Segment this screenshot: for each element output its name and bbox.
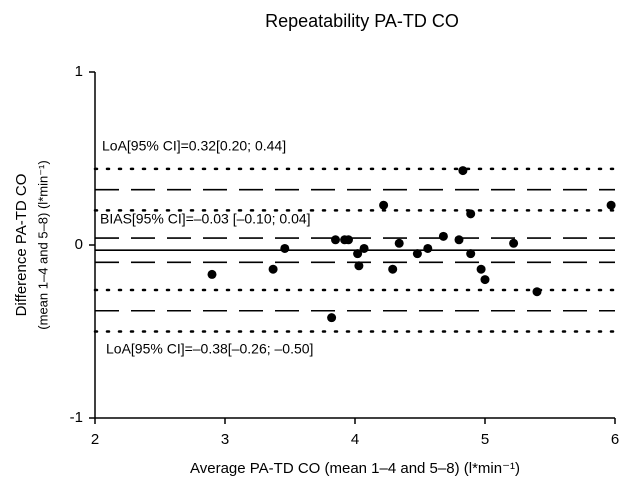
point	[207, 269, 217, 279]
y-tick-label: 1	[75, 63, 83, 80]
point	[466, 209, 476, 219]
point	[412, 249, 422, 259]
x-tick-label: 5	[481, 431, 489, 448]
annotation: LoA[95% CI]=0.32[0.20; 0.44]	[102, 138, 286, 154]
y-axis-label: (mean 1–4 and 5–8) (l*min⁻¹)	[35, 160, 50, 329]
x-tick-label: 2	[91, 431, 99, 448]
point	[532, 287, 542, 297]
point	[268, 264, 278, 274]
x-axis-label: Average PA-TD CO (mean 1–4 and 5–8) (l*m…	[190, 460, 520, 477]
point	[458, 166, 468, 176]
y-tick-label: 0	[75, 236, 83, 253]
point	[476, 264, 486, 274]
point	[466, 249, 476, 259]
x-tick-label: 4	[351, 431, 359, 448]
point	[606, 200, 616, 210]
annotation: LoA[95% CI]=–0.38[–0.26; –0.50]	[106, 341, 313, 357]
x-tick-label: 6	[611, 431, 619, 448]
y-axis-label: Difference PA-TD CO	[13, 174, 30, 317]
point	[359, 243, 369, 253]
point	[509, 238, 519, 248]
point	[353, 249, 363, 259]
point	[454, 235, 464, 245]
point	[354, 261, 364, 271]
x-tick-label: 3	[221, 431, 229, 448]
point	[327, 313, 337, 323]
point	[480, 275, 490, 285]
point	[379, 200, 389, 210]
point	[394, 238, 404, 248]
chart-title: Repeatability PA-TD CO	[265, 11, 459, 31]
point	[438, 231, 448, 241]
point	[344, 235, 353, 245]
point	[331, 235, 340, 245]
annotation: BIAS[95% CI]=–0.03 [–0.10; 0.04]	[100, 211, 311, 227]
point	[388, 264, 398, 274]
point	[280, 243, 290, 253]
y-tick-label: -1	[70, 409, 83, 426]
point	[423, 243, 433, 253]
